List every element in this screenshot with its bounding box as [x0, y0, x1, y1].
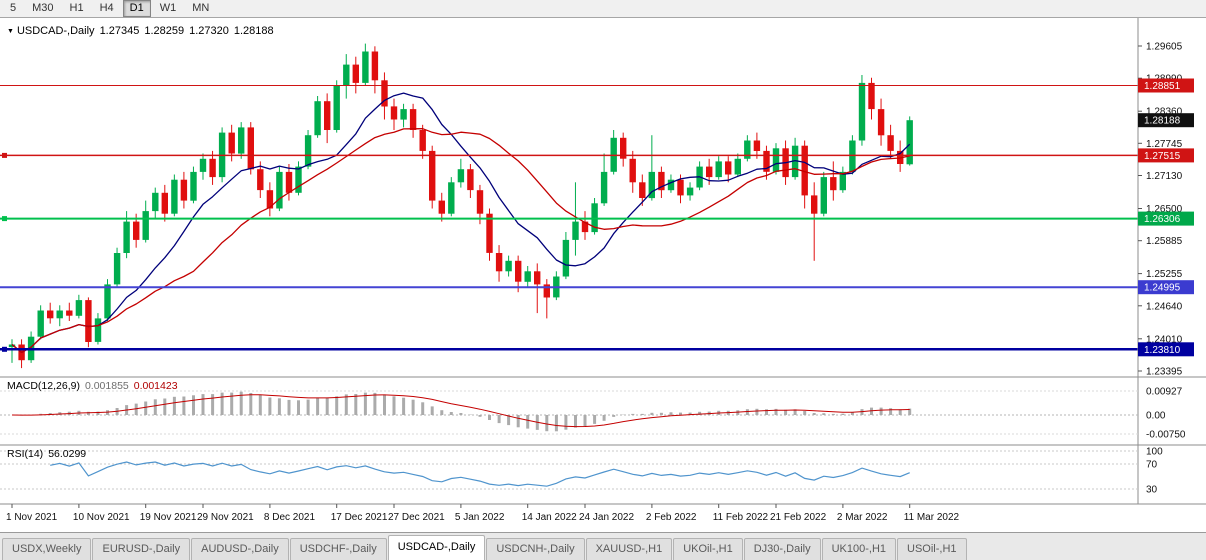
symbol-timeframe-label: USDCAD-,Daily	[16, 25, 95, 37]
time-axis-label: 29 Nov 2021	[197, 512, 254, 523]
time-axis-label: 14 Jan 2022	[522, 512, 577, 523]
chart-tab-audusd-daily[interactable]: AUDUSD-,Daily	[191, 538, 289, 560]
macd-axis-label: 0.00927	[1146, 387, 1183, 398]
macd-value: 0.001855	[84, 380, 129, 392]
price-axis-label: 1.25885	[1146, 236, 1183, 247]
price-badge	[1138, 342, 1194, 357]
rsi-value: 56.0299	[48, 448, 87, 460]
time-axis-label: 10 Nov 2021	[73, 512, 130, 523]
timeframe-button-w1[interactable]: W1	[159, 2, 177, 14]
price-axis-label: 1.25255	[1146, 269, 1183, 280]
time-axis-label: 19 Nov 2021	[140, 512, 197, 523]
price-badge	[1138, 280, 1194, 295]
timeframe-button-5[interactable]: 5	[10, 2, 17, 14]
price-badge-label: 1.26306	[1144, 214, 1181, 225]
time-axis-label: 24 Jan 2022	[579, 512, 634, 523]
time-axis[interactable]: 1 Nov 2021 10 Nov 2021 19 Nov 2021 29 Nov 2…	[6, 504, 960, 523]
macd-axis-label: -0.00750	[1146, 430, 1186, 441]
chart-tab-usdcad-daily[interactable]: USDCAD-,Daily	[387, 535, 486, 560]
rsi-axis-label: 30	[1146, 485, 1158, 496]
hline-handle-1.26306[interactable]	[2, 216, 7, 222]
macd-signal-value: 0.001423	[133, 380, 178, 392]
dropdown-arrow-icon[interactable]: ▼	[7, 28, 14, 35]
price-badge-label: 1.28851	[1144, 81, 1181, 92]
price-badge-label: 1.27515	[1144, 151, 1181, 162]
timeframe-button-h4[interactable]: H4	[99, 2, 114, 14]
price-axis-label: 1.26500	[1146, 204, 1183, 215]
chart-tab-dj30-daily[interactable]: DJ30-,Daily	[743, 538, 821, 560]
time-axis-label: 11 Feb 2022	[713, 512, 769, 523]
timeframe-toolbar: 5 M30 H1 H4 D1 W1 MN	[0, 0, 1206, 18]
time-axis-label: 2 Mar 2022	[837, 512, 888, 523]
ohlc-high: 1.28259	[144, 25, 185, 37]
macd-signal-line	[11, 394, 910, 428]
rsi-header: RSI(14) 56.0299	[7, 448, 91, 460]
timeframe-button-mn[interactable]: MN	[192, 2, 210, 14]
macd-header: MACD(12,26,9) 0.001855 0.001423	[7, 380, 183, 392]
ohlc-open: 1.27345	[99, 25, 140, 37]
price-axis[interactable]: 1.296051.289901.283601.277451.271301.265…	[1138, 42, 1194, 378]
price-axis-label: 1.27130	[1146, 171, 1183, 182]
price-axis-label: 1.28360	[1146, 107, 1183, 118]
chart-tab-eurusd-daily[interactable]: EURUSD-,Daily	[92, 538, 191, 560]
price-badge	[1138, 148, 1194, 163]
time-axis-label: 27 Dec 2021	[388, 512, 445, 523]
rsi-name: RSI(14)	[7, 448, 44, 460]
chart-area[interactable]: 1.296051.289901.283601.277451.271301.265…	[0, 18, 1206, 532]
time-axis-label: 1 Nov 2021	[6, 512, 58, 523]
time-axis-label: 2 Feb 2022	[646, 512, 697, 523]
price-badge-label: 1.23810	[1144, 345, 1181, 356]
price-axis-label: 1.24640	[1146, 301, 1183, 312]
price-axis-label: 1.29605	[1146, 42, 1183, 53]
time-axis-label: 8 Dec 2021	[264, 512, 316, 523]
chart-plot-background[interactable]	[0, 18, 1206, 532]
timeframe-button-d1[interactable]: D1	[122, 0, 151, 17]
time-axis-label: 11 Mar 2022	[904, 512, 960, 523]
chart-tab-usdchf-daily[interactable]: USDCHF-,Daily	[289, 538, 387, 560]
chart-tab-usdcnh-daily[interactable]: USDCNH-,Daily	[486, 538, 585, 560]
chart-tab-ukoil-h1[interactable]: UKOil-,H1	[673, 538, 743, 560]
chart-title: ▼ USDCAD-,Daily 1.27345 1.28259 1.27320 1.281…	[7, 25, 279, 37]
price-axis-label: 1.24010	[1146, 334, 1183, 345]
price-axis-label: 1.23395	[1146, 367, 1183, 378]
overlay-ma-fast	[11, 92, 911, 354]
rsi-axis-label: 70	[1146, 460, 1158, 471]
price-axis-label: 1.27745	[1146, 139, 1183, 150]
timeframe-button-m30[interactable]: M30	[32, 2, 54, 14]
ohlc-close: 1.28188	[233, 25, 274, 37]
time-axis-label: 17 Dec 2021	[331, 512, 388, 523]
chart-tab-usoil-h1[interactable]: USOil-,H1	[897, 538, 967, 560]
hline-handle-1.27515[interactable]	[2, 152, 7, 158]
price-badge-label: 1.28188	[1144, 116, 1181, 127]
macd-axis-label: 0.00	[1146, 411, 1166, 422]
price-badge	[1138, 211, 1194, 226]
rsi-axis-label: 100	[1146, 447, 1163, 458]
chart-tab-uk100-h1[interactable]: UK100-,H1	[821, 538, 897, 560]
ohlc-low: 1.27320	[189, 25, 229, 37]
chart-tabbar: USDX,Weekly EURUSD-,Daily AUDUSD-,Daily USD…	[0, 532, 1206, 560]
rsi-line	[50, 461, 910, 487]
price-badge-label: 1.24995	[1144, 283, 1181, 294]
time-axis-label: 5 Jan 2022	[455, 512, 505, 523]
price-badge	[1138, 113, 1194, 128]
price-badge	[1138, 78, 1194, 93]
chart-tab-xauusd-h1[interactable]: XAUUSD-,H1	[585, 538, 673, 560]
hline-handle-1.2381[interactable]	[2, 346, 7, 352]
macd-name: MACD(12,26,9)	[7, 380, 80, 392]
chart-tab-usdx-weekly[interactable]: USDX,Weekly	[2, 538, 92, 560]
time-axis-label: 21 Feb 2022	[770, 512, 827, 523]
timeframe-button-h1[interactable]: H1	[69, 2, 84, 14]
